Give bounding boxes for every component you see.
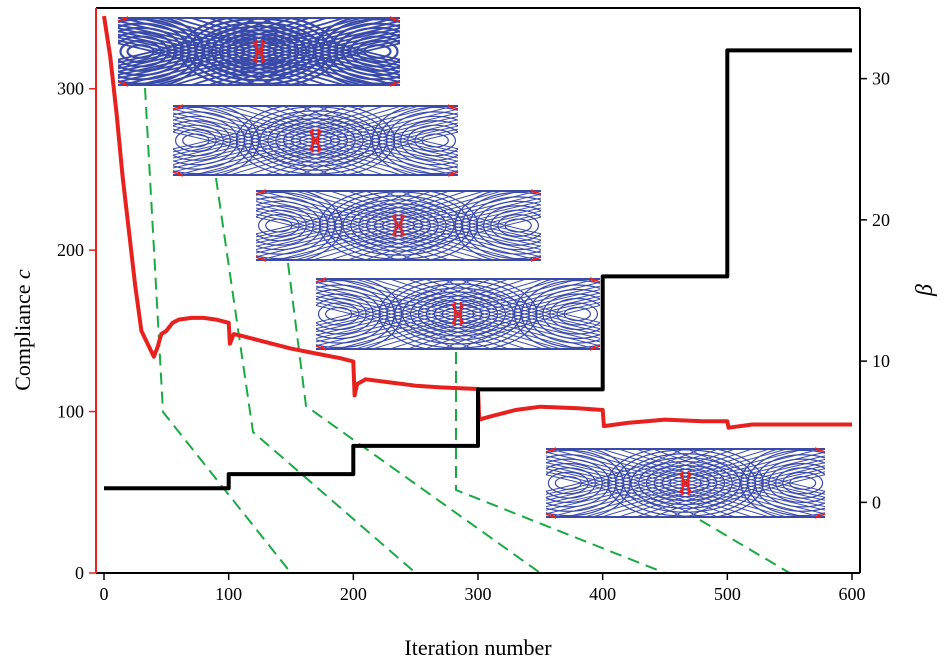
lattice-member (536, 290, 619, 339)
x-tick-label: 500 (714, 584, 741, 604)
y-tick-label: 0 (75, 563, 84, 583)
lattice-member (527, 459, 609, 507)
x-tick-label: 600 (839, 584, 866, 604)
load-marker-icon (310, 129, 322, 153)
series-group (104, 16, 852, 488)
lattice-inset (0, 15, 541, 88)
lattice-member (762, 459, 844, 507)
y2-tick-label: 10 (872, 351, 890, 371)
lattice-member (297, 290, 380, 339)
load-marker-icon (253, 40, 265, 64)
y2-axis-label: β (912, 284, 938, 297)
lattice-inset (407, 446, 950, 520)
x-tick-label: 300 (465, 584, 492, 604)
y-axis-label-symbol: c (10, 269, 35, 279)
lattice-member (237, 201, 320, 249)
lattice-member (394, 116, 477, 164)
load-marker-icon (680, 471, 692, 495)
y-axis-label: Compliance c (10, 269, 35, 391)
y2-tick-label: 0 (872, 492, 881, 512)
y-tick-label: 200 (57, 240, 84, 260)
y2-tick-label: 30 (872, 69, 890, 89)
x-tick-label: 200 (340, 584, 367, 604)
x-axis-label: Iteration number (404, 635, 552, 660)
y-tick-label: 100 (57, 402, 84, 422)
load-marker-icon (393, 214, 405, 238)
x-tick-label: 0 (100, 584, 109, 604)
x-tick-label: 400 (589, 584, 616, 604)
y-axis-label-text: Compliance (10, 284, 35, 390)
x-tick-label: 100 (215, 584, 242, 604)
leader-line (700, 520, 790, 573)
lattice-member (154, 116, 237, 164)
y2-tick-label: 20 (872, 210, 890, 230)
y-tick-label: 300 (57, 79, 84, 99)
load-marker-icon (452, 302, 464, 326)
lattice-member (477, 201, 560, 249)
